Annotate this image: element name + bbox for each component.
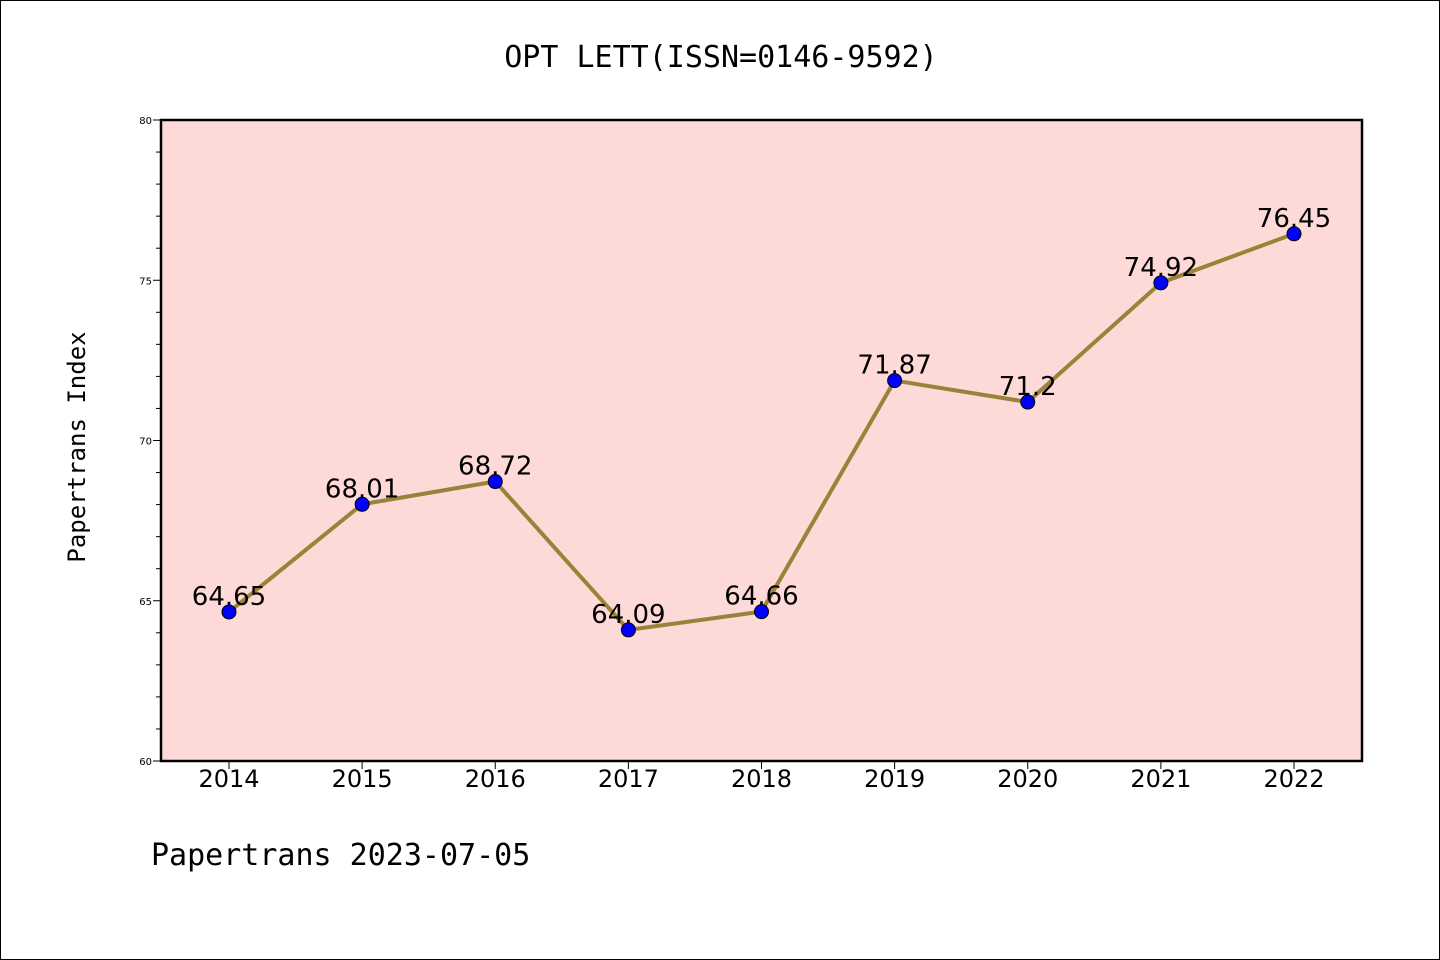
x-tick-label: 2017 <box>598 765 659 793</box>
data-point <box>221 604 237 620</box>
data-label: 64.09 <box>591 600 665 630</box>
footer-watermark: Papertrans 2023-07-05 <box>151 838 530 873</box>
y-tick-label: 65 <box>139 597 152 608</box>
x-axis: 2014 2015 2016 2017 2018 2019 2020 2021 2022 <box>198 761 1325 793</box>
x-tick-label: 2020 <box>997 765 1058 793</box>
data-label: 68.72 <box>458 452 532 482</box>
plot-background <box>161 120 1362 761</box>
y-axis: 60 65 70 75 80 <box>139 116 161 768</box>
data-labels: 64.65 68.01 68.72 64.09 64.66 71.87 71.2 74.92 7… <box>192 204 1331 630</box>
x-tick-label: 2015 <box>332 765 393 793</box>
y-tick-label: 80 <box>139 116 152 127</box>
y-axis-label: Papertrans Index <box>63 331 91 562</box>
data-point <box>620 622 636 638</box>
x-tick-label: 2021 <box>1130 765 1191 793</box>
series-line <box>221 226 1302 638</box>
data-label: 74.92 <box>1124 253 1198 283</box>
data-point <box>754 604 769 620</box>
chart-title: OPT LETT(ISSN=0146-9592) <box>504 40 937 75</box>
x-tick-label: 2016 <box>465 765 526 793</box>
data-label: 71.87 <box>857 351 931 381</box>
data-point <box>1153 275 1169 291</box>
data-point <box>487 474 503 490</box>
data-label: 76.45 <box>1257 204 1331 234</box>
data-label: 64.66 <box>724 582 798 612</box>
data-point <box>887 373 903 389</box>
y-tick-label: 75 <box>139 276 152 287</box>
x-tick-label: 2018 <box>731 765 792 793</box>
data-label: 64.65 <box>192 582 266 612</box>
data-point <box>1020 394 1036 410</box>
y-tick-label: 70 <box>139 437 152 448</box>
data-label: 68.01 <box>325 474 399 504</box>
x-tick-label: 2019 <box>864 765 925 793</box>
x-tick-label: 2014 <box>198 765 259 793</box>
data-label: 71.2 <box>999 372 1057 402</box>
plot-frame <box>159 118 1364 763</box>
data-point <box>354 496 370 512</box>
data-point <box>1286 226 1302 242</box>
x-tick-label: 2022 <box>1263 765 1324 793</box>
y-tick-label: 60 <box>139 757 152 768</box>
